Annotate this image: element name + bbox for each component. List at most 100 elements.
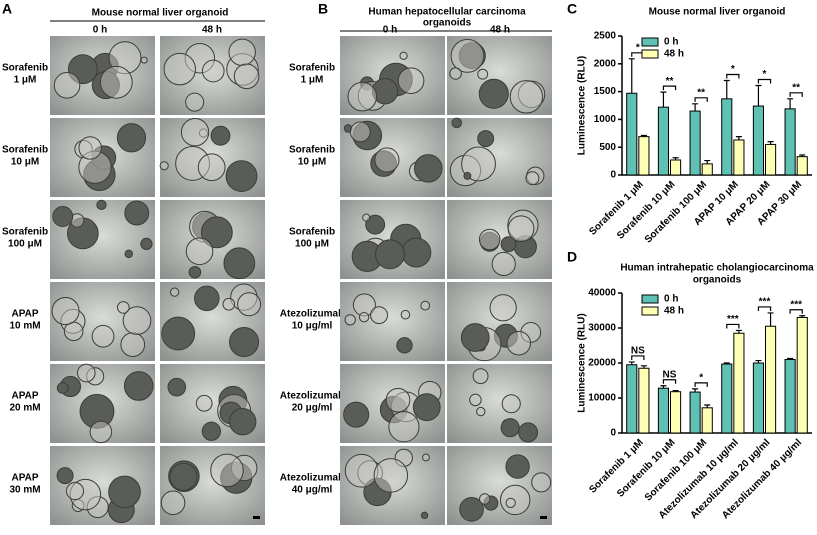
row-label: Sorafenib (2, 227, 48, 238)
column-header: 48 h (202, 25, 222, 36)
significance-label: ** (666, 76, 674, 87)
error-bar (799, 315, 806, 318)
organoid (478, 78, 509, 109)
row-label: 1 μM (14, 75, 37, 86)
panel-title: Human hepatocellular carcinoma (368, 7, 526, 18)
bar (689, 110, 701, 176)
bar (752, 105, 764, 176)
row-label: APAP (11, 473, 38, 484)
error-bar (692, 103, 699, 112)
significance-label: * (636, 42, 640, 53)
error-bar (723, 362, 730, 365)
bar (701, 407, 713, 434)
significance-bracket (757, 306, 772, 311)
error-bar (672, 390, 679, 392)
x-tick-label: Sorafenib 1 μM (587, 437, 645, 495)
organoid (56, 467, 74, 485)
organoid (53, 72, 81, 99)
legend-label: 48 h (664, 49, 684, 60)
chart-title: Human intrahepatic cholangiocarcinoma (620, 263, 814, 274)
legend-swatch (641, 37, 659, 47)
column-header: 0 h (93, 25, 107, 36)
organoid (225, 160, 258, 192)
row-label: 20 μg/ml (292, 403, 333, 414)
organoid (476, 406, 486, 417)
error-bar (704, 159, 711, 164)
organoid (478, 228, 501, 251)
row-label: Sorafenib (289, 63, 335, 74)
organoid (349, 121, 371, 143)
error-bar (723, 79, 730, 99)
legend-label: 0 h (664, 37, 678, 48)
panel-label: B (318, 1, 328, 17)
significance-label: * (731, 64, 735, 75)
organoid (122, 306, 152, 335)
column-header: 0 h (383, 25, 397, 36)
organoid (210, 453, 244, 488)
significance-label: *** (727, 314, 739, 325)
y-tick-label: 2000 (594, 58, 617, 69)
micrograph (340, 282, 445, 361)
y-tick-label: 0 (610, 170, 616, 181)
organoid (507, 215, 535, 243)
organoid (347, 81, 378, 112)
organoid (362, 213, 371, 222)
organoid (123, 371, 154, 401)
significance-bracket (789, 309, 803, 314)
organoid (412, 393, 441, 422)
y-tick-label: 20000 (588, 358, 616, 369)
organoid (489, 294, 517, 322)
organoid (195, 394, 213, 412)
row-label: Sorafenib (289, 145, 335, 156)
organoid (140, 56, 148, 64)
significance-bracket (662, 85, 677, 91)
y-tick-label: 30000 (588, 323, 616, 334)
organoid (399, 51, 408, 60)
organoid (228, 38, 256, 67)
bar (765, 143, 777, 176)
error-bar (787, 357, 794, 360)
significance-bracket (631, 355, 645, 360)
organoid (200, 216, 233, 249)
x-tick-label: Sorafenib 10 μM (615, 179, 677, 241)
row-label: 100 μM (295, 239, 329, 250)
row-label: Sorafenib (289, 227, 335, 238)
organoid (65, 481, 85, 501)
y-axis-label: Luminescence (RLU) (577, 313, 588, 412)
error-bar (628, 361, 635, 365)
organoid (116, 301, 130, 314)
error-bar (640, 134, 647, 137)
error-bar (735, 136, 742, 140)
significance-bracket (757, 78, 772, 84)
bar (638, 136, 650, 176)
organoid (472, 368, 489, 385)
significance-bracket (726, 73, 740, 79)
bar (689, 391, 701, 434)
organoid (506, 330, 532, 356)
x-tick-label: Sorafenib 1 μM (587, 179, 645, 237)
organoid (169, 462, 198, 491)
error-bar (767, 141, 774, 145)
organoid (201, 421, 222, 441)
organoid (89, 420, 113, 444)
error-bar (787, 98, 794, 109)
row-label: APAP (11, 391, 38, 402)
organoid (76, 363, 96, 383)
organoid (400, 309, 411, 320)
organoid (229, 407, 257, 436)
organoid (375, 239, 405, 270)
y-tick-label: 10000 (588, 393, 616, 404)
bar (784, 108, 796, 176)
error-bar (767, 312, 774, 327)
bar (784, 359, 796, 434)
column-header: 48 h (490, 25, 510, 36)
legend-swatch (641, 294, 659, 304)
organoid (491, 251, 516, 277)
bar (701, 163, 713, 176)
row-label: 10 μM (11, 157, 39, 168)
organoid (78, 136, 102, 160)
chart-title: Mouse normal liver organoid (649, 7, 786, 18)
organoid (124, 249, 134, 259)
bar (733, 139, 745, 176)
organoid (385, 387, 411, 413)
